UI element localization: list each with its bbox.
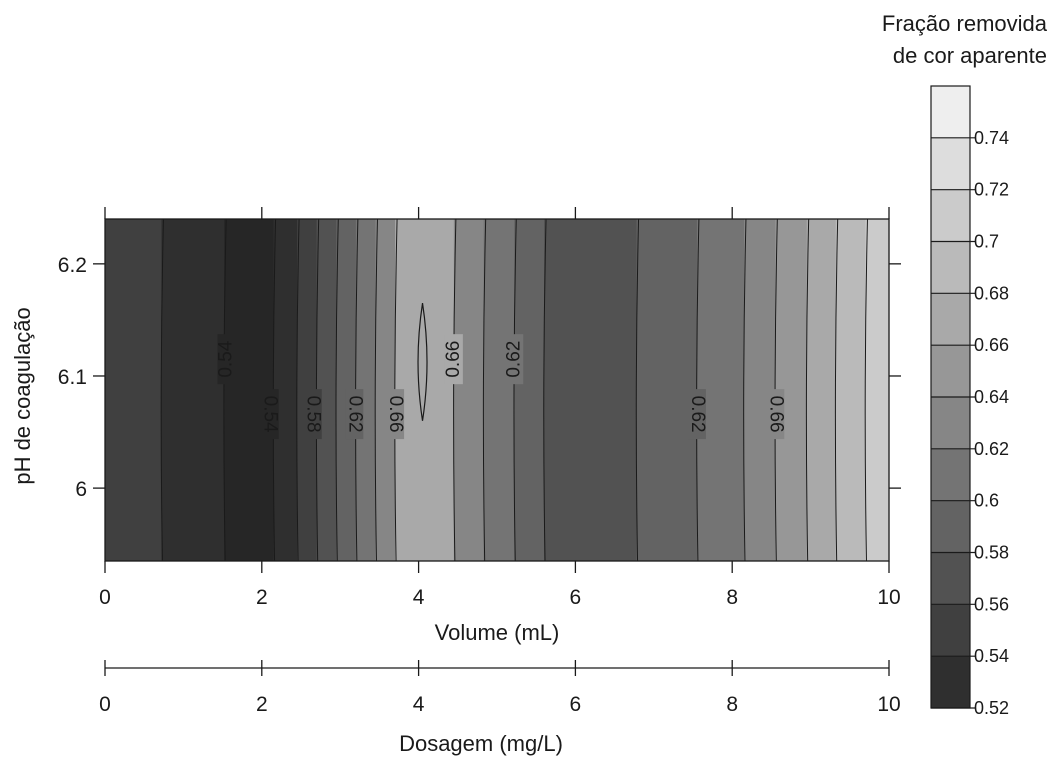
x2-tick-label-0: 0 [99, 693, 111, 716]
x-tick-label-1: 2 [256, 586, 268, 609]
x2-tick-label-1: 2 [256, 693, 268, 716]
x2-axis-title: Dosagem (mg/L) [399, 731, 563, 756]
colorbar-segment-7 [931, 293, 970, 345]
colorbar-tick-label-1: 0.54 [974, 646, 1009, 666]
y-tick-label-0: 6 [75, 478, 87, 501]
contour-band-10 [454, 219, 484, 561]
contour-band-20 [865, 219, 889, 561]
colorbar-segment-5 [931, 397, 970, 449]
contour-label-5: 0.66 [443, 341, 464, 378]
colorbar-tick-label-3: 0.58 [974, 543, 1009, 563]
colorbar-segment-8 [931, 242, 970, 294]
colorbar-tick-label-2: 0.56 [974, 594, 1009, 614]
colorbar: 0.52 0.54 0.56 0.58 0.6 0.62 0.64 0.66 0.68 0.7 0.… [931, 86, 1009, 718]
contour-band-19 [836, 219, 866, 561]
x-tick-label-5: 10 [877, 586, 900, 609]
colorbar-segment-4 [931, 449, 970, 501]
x2-tick-label-2: 4 [413, 693, 425, 716]
contour-band-1 [161, 219, 224, 561]
contour-band-12 [514, 219, 544, 561]
colorbar-tick-label-10: 0.72 [974, 180, 1009, 200]
contour-label-3: 0.62 [344, 396, 365, 433]
colorbar-tick-label-8: 0.68 [974, 283, 1009, 303]
x2-tick-label-5: 10 [877, 693, 900, 716]
contour-band-11 [484, 219, 515, 561]
colorbar-tick-label-4: 0.6 [974, 491, 999, 511]
colorbar-tick-label-5: 0.62 [974, 439, 1009, 459]
colorbar-segment-10 [931, 138, 970, 190]
colorbar-segment-3 [931, 501, 970, 553]
colorbar-title-line2: de cor aparente [893, 43, 1047, 68]
colorbar-tick-label-11: 0.74 [974, 128, 1009, 148]
x-axis-title: Volume (mL) [435, 620, 560, 645]
contour-label-7: 0.62 [687, 396, 708, 433]
contour-band-0 [105, 219, 162, 561]
x-tick-label-2: 4 [413, 586, 425, 609]
x2-tick-label-4: 8 [726, 693, 738, 716]
colorbar-segment-2 [931, 553, 970, 605]
contour-band-13 [544, 219, 637, 561]
colorbar-segment-1 [931, 604, 970, 656]
x2-tick-label-3: 6 [570, 693, 582, 716]
colorbar-tick-label-7: 0.66 [974, 335, 1009, 355]
x-tick-label-0: 0 [99, 586, 111, 609]
y-tick-label-1: 6.1 [58, 366, 87, 389]
colorbar-segment-11 [931, 86, 970, 138]
contour-label-0: 0.54 [216, 340, 237, 377]
contour-label-8: 0.66 [765, 396, 786, 433]
contour-label-4: 0.66 [385, 396, 406, 433]
colorbar-segment-6 [931, 345, 970, 397]
colorbar-tick-label-0: 0.52 [974, 698, 1009, 718]
contour-label-1: 0.54 [260, 396, 281, 433]
contour-label-6: 0.62 [503, 341, 524, 378]
colorbar-segment-9 [931, 190, 970, 242]
colorbar-segment-0 [931, 656, 970, 708]
y-axis-title: pH de coagulação [10, 307, 35, 484]
y-tick-label-2: 6.2 [58, 254, 87, 277]
contour-band-18 [807, 219, 837, 561]
x-tick-label-4: 8 [726, 586, 738, 609]
colorbar-title-line1: Fração removida [882, 11, 1048, 36]
x-axis-dosagem: 0 2 4 6 8 10 [99, 660, 901, 716]
x-tick-label-3: 6 [570, 586, 582, 609]
colorbar-tick-label-6: 0.64 [974, 387, 1009, 407]
contour-label-2: 0.58 [303, 396, 324, 433]
colorbar-tick-label-9: 0.7 [974, 232, 999, 252]
